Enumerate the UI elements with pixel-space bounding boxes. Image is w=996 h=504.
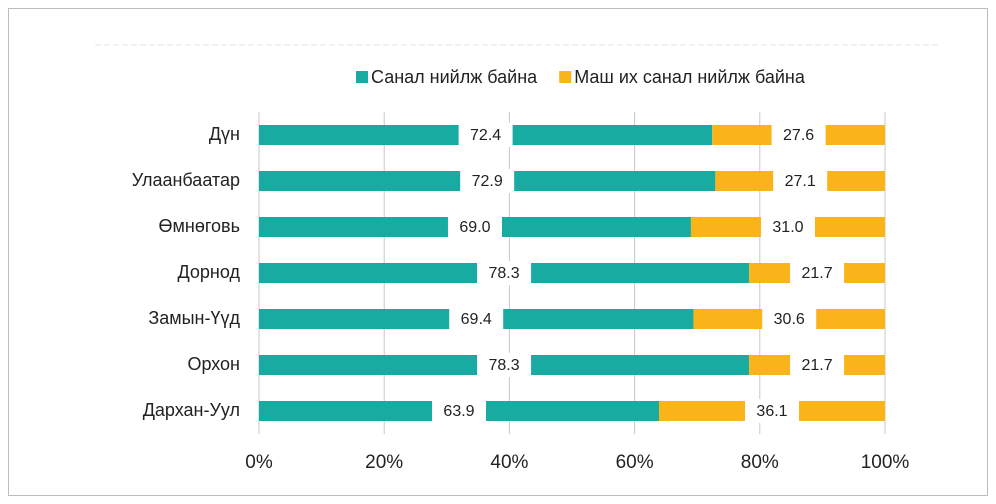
data-label: 72.9 bbox=[472, 173, 503, 190]
data-label: 69.4 bbox=[461, 311, 492, 328]
y-tick-label: Замын-Үүд bbox=[148, 308, 240, 328]
data-label: 21.7 bbox=[802, 357, 833, 374]
label-bg bbox=[458, 123, 513, 147]
label-bg bbox=[477, 261, 532, 285]
label-bg bbox=[447, 215, 502, 239]
legend-label: Санал нийлж байна bbox=[371, 67, 538, 87]
y-tick-label: Дорнод bbox=[178, 262, 241, 282]
y-tick-label: Орхон bbox=[187, 354, 240, 374]
label-bg bbox=[760, 215, 815, 239]
x-tick-label: 60% bbox=[616, 452, 654, 473]
label-bg bbox=[762, 307, 817, 331]
label-bg bbox=[432, 399, 487, 423]
x-tick-label: 0% bbox=[245, 452, 273, 473]
data-label: 21.7 bbox=[802, 265, 833, 282]
data-label: 31.0 bbox=[772, 219, 803, 236]
y-tick-label: Дархан-Уул bbox=[143, 400, 240, 420]
data-label: 36.1 bbox=[756, 403, 787, 420]
data-label: 69.0 bbox=[459, 219, 490, 236]
data-label: 27.1 bbox=[785, 173, 816, 190]
y-tick-label: Өмнөговь bbox=[159, 216, 240, 236]
data-label: 78.3 bbox=[489, 265, 520, 282]
x-tick-label: 100% bbox=[861, 452, 910, 473]
label-bg bbox=[771, 123, 826, 147]
legend-swatch bbox=[559, 71, 572, 83]
legend-swatch bbox=[356, 71, 368, 83]
x-tick-label: 20% bbox=[365, 452, 403, 473]
data-label: 30.6 bbox=[774, 311, 805, 328]
x-tick-label: 40% bbox=[490, 452, 528, 473]
label-bg bbox=[790, 353, 845, 377]
label-bg bbox=[790, 261, 845, 285]
y-tick-label: Улаанбаатар bbox=[132, 170, 240, 190]
label-bg bbox=[449, 307, 504, 331]
data-label: 72.4 bbox=[470, 127, 501, 144]
x-tick-label: 80% bbox=[741, 452, 779, 473]
data-label: 27.6 bbox=[783, 127, 814, 144]
label-bg bbox=[773, 169, 828, 193]
data-label: 63.9 bbox=[443, 403, 474, 420]
legend-label: Маш их санал нийлж байна bbox=[574, 67, 806, 87]
data-label: 78.3 bbox=[489, 357, 520, 374]
label-bg bbox=[745, 399, 800, 423]
label-bg bbox=[460, 169, 515, 193]
label-bg bbox=[477, 353, 532, 377]
y-tick-label: Дүн bbox=[209, 124, 240, 144]
